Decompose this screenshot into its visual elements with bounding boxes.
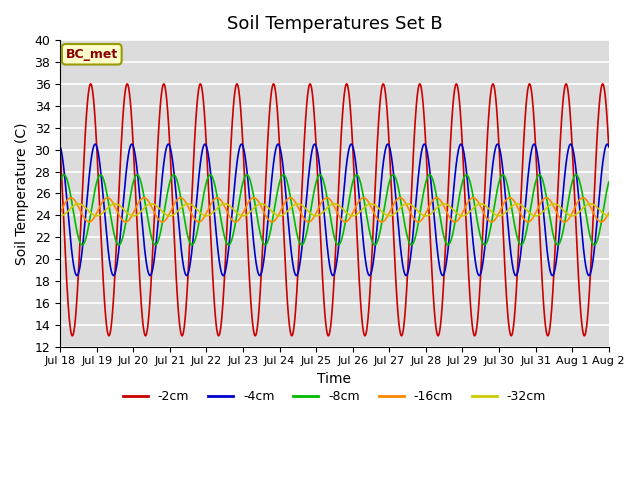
-8cm — [605, 179, 612, 185]
-4cm — [385, 144, 393, 149]
-8cm — [266, 231, 274, 237]
-32cm — [385, 213, 393, 219]
-8cm — [508, 204, 515, 209]
-16cm — [605, 210, 612, 216]
Y-axis label: Soil Temperature (C): Soil Temperature (C) — [15, 122, 29, 264]
-8cm — [156, 232, 164, 238]
-4cm — [413, 186, 421, 192]
-8cm — [466, 178, 474, 184]
-32cm — [257, 201, 265, 207]
-32cm — [56, 213, 64, 219]
-32cm — [466, 209, 474, 215]
-2cm — [471, 333, 479, 339]
-4cm — [466, 203, 474, 209]
-2cm — [385, 143, 393, 149]
-16cm — [508, 195, 515, 201]
-8cm — [385, 180, 393, 185]
-4cm — [508, 255, 515, 261]
-16cm — [177, 195, 184, 201]
X-axis label: Time: Time — [317, 372, 351, 386]
-2cm — [156, 108, 164, 114]
-32cm — [605, 213, 612, 219]
-16cm — [466, 197, 474, 203]
Line: -16cm: -16cm — [60, 198, 609, 222]
-32cm — [266, 206, 274, 212]
-32cm — [156, 206, 164, 212]
-16cm — [413, 219, 421, 225]
Line: -8cm: -8cm — [60, 175, 609, 245]
-2cm — [56, 144, 64, 150]
-4cm — [156, 199, 164, 205]
-8cm — [444, 242, 452, 248]
-4cm — [266, 196, 274, 202]
Text: BC_met: BC_met — [66, 48, 118, 61]
-2cm — [605, 144, 612, 150]
-4cm — [311, 141, 319, 147]
-2cm — [266, 105, 274, 110]
-2cm — [413, 95, 421, 101]
Line: -4cm: -4cm — [60, 144, 609, 276]
-4cm — [109, 273, 117, 278]
-32cm — [508, 204, 515, 210]
Legend: -2cm, -4cm, -8cm, -16cm, -32cm: -2cm, -4cm, -8cm, -16cm, -32cm — [118, 385, 551, 408]
-16cm — [56, 210, 64, 216]
Line: -2cm: -2cm — [60, 84, 609, 336]
Line: -32cm: -32cm — [60, 204, 609, 216]
-2cm — [466, 288, 474, 294]
-8cm — [413, 227, 421, 233]
-4cm — [605, 144, 612, 149]
Title: Soil Temperatures Set B: Soil Temperatures Set B — [227, 15, 442, 33]
-16cm — [156, 218, 164, 224]
-2cm — [124, 81, 131, 87]
-2cm — [508, 333, 515, 338]
-4cm — [56, 144, 64, 149]
-8cm — [56, 179, 64, 185]
-8cm — [97, 172, 104, 178]
-16cm — [385, 210, 393, 216]
-16cm — [266, 218, 274, 224]
-32cm — [413, 207, 421, 213]
-16cm — [378, 219, 385, 225]
